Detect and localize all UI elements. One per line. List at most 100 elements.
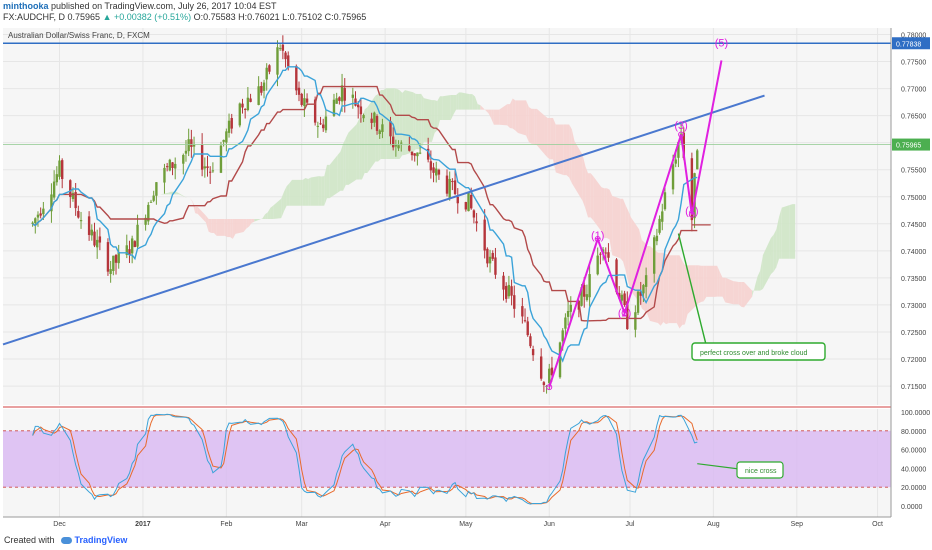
candle-body[interactable] — [260, 85, 263, 93]
candle-body[interactable] — [642, 285, 645, 294]
candle-body[interactable] — [206, 166, 209, 169]
candle-body[interactable] — [558, 342, 562, 378]
candle-body[interactable] — [190, 139, 193, 147]
candle-body[interactable] — [130, 238, 134, 254]
candle-body[interactable] — [639, 291, 642, 296]
candle-body[interactable] — [305, 98, 309, 103]
stochastic-callout-box[interactable] — [736, 461, 784, 479]
tradingview-brand[interactable]: TradingView — [74, 535, 128, 545]
candle-body[interactable] — [322, 124, 325, 129]
candle-body[interactable] — [566, 310, 570, 317]
candle-body[interactable] — [623, 293, 626, 306]
candle-body[interactable] — [152, 195, 155, 201]
candle-body[interactable] — [661, 211, 664, 222]
candle-body[interactable] — [95, 239, 99, 248]
candle-body[interactable] — [596, 255, 599, 275]
candle-body[interactable] — [580, 287, 583, 306]
candle-body[interactable] — [163, 167, 166, 183]
candle-body[interactable] — [400, 142, 403, 144]
candle-body[interactable] — [413, 153, 416, 156]
candle-body[interactable] — [125, 245, 128, 255]
candle-body[interactable] — [42, 208, 45, 215]
candle-body[interactable] — [531, 349, 535, 356]
candle-body[interactable] — [542, 382, 546, 386]
candle-body[interactable] — [470, 194, 473, 209]
candle-body[interactable] — [36, 214, 40, 218]
candle-body[interactable] — [539, 356, 543, 379]
candle-body[interactable] — [391, 136, 395, 148]
candle-body[interactable] — [418, 152, 422, 154]
candle-body[interactable] — [114, 255, 118, 263]
candle-body[interactable] — [112, 255, 115, 271]
candle-body[interactable] — [268, 65, 271, 72]
candle-body[interactable] — [408, 145, 411, 151]
candle-body[interactable] — [343, 88, 346, 101]
candle-body[interactable] — [634, 312, 637, 330]
candle-body[interactable] — [182, 154, 185, 164]
candle-body[interactable] — [61, 160, 64, 180]
candle-body[interactable] — [416, 152, 419, 157]
candle-body[interactable] — [335, 98, 338, 104]
candle-body[interactable] — [550, 367, 554, 376]
candle-body[interactable] — [351, 94, 355, 98]
price-pane[interactable] — [3, 28, 891, 405]
stochastic-k-line[interactable] — [32, 413, 698, 505]
candle-body[interactable] — [663, 192, 667, 210]
candle-body[interactable] — [262, 82, 266, 91]
candle-body[interactable] — [494, 257, 497, 275]
candle-body[interactable] — [87, 216, 91, 235]
candle-body[interactable] — [209, 171, 212, 173]
candle-body[interactable] — [128, 249, 131, 255]
candle-body[interactable] — [696, 150, 699, 170]
candle-body[interactable] — [74, 192, 77, 209]
candle-body[interactable] — [316, 125, 320, 127]
candle-body[interactable] — [456, 196, 459, 204]
candle-body[interactable] — [674, 159, 677, 164]
candle-body[interactable] — [219, 145, 223, 173]
candle-body[interactable] — [39, 213, 42, 216]
candle-body[interactable] — [410, 151, 414, 156]
candle-body[interactable] — [488, 256, 492, 264]
candle-body[interactable] — [149, 201, 153, 203]
candle-body[interactable] — [448, 178, 451, 198]
candle-body[interactable] — [71, 192, 75, 200]
candle-body[interactable] — [77, 211, 80, 218]
candle-body[interactable] — [106, 242, 110, 272]
candle-body[interactable] — [644, 275, 648, 287]
candle-body[interactable] — [451, 181, 454, 183]
candle-body[interactable] — [222, 139, 225, 142]
candle-body[interactable] — [69, 180, 72, 197]
candle-body[interactable] — [521, 306, 524, 317]
candle-body[interactable] — [599, 253, 602, 255]
candle-body[interactable] — [569, 304, 572, 312]
candle-body[interactable] — [429, 161, 433, 171]
candle-body[interactable] — [378, 130, 381, 135]
candle-body[interactable] — [437, 169, 441, 175]
candle-body[interactable] — [165, 166, 169, 168]
candle-body[interactable] — [58, 160, 61, 177]
candle-body[interactable] — [397, 145, 400, 149]
candle-body[interactable] — [295, 65, 298, 91]
candle-body[interactable] — [187, 139, 190, 152]
candle-body[interactable] — [604, 252, 607, 254]
candle-body[interactable] — [507, 284, 511, 297]
candle-body[interactable] — [303, 98, 306, 106]
candle-body[interactable] — [211, 170, 215, 172]
candle-body[interactable] — [243, 108, 247, 110]
candle-body[interactable] — [287, 55, 290, 67]
candle-body[interactable] — [332, 99, 336, 116]
candle-body[interactable] — [133, 241, 137, 247]
candle-body[interactable] — [359, 106, 363, 115]
candle-body[interactable] — [486, 248, 489, 264]
candle-body[interactable] — [284, 52, 287, 60]
candle-body[interactable] — [174, 163, 177, 169]
candle-body[interactable] — [607, 252, 610, 258]
candle-body[interactable] — [171, 162, 174, 169]
candle-body[interactable] — [435, 168, 438, 176]
candle-body[interactable] — [426, 148, 430, 160]
callout-box[interactable] — [691, 342, 826, 361]
candle-body[interactable] — [381, 124, 384, 132]
candle-body[interactable] — [548, 368, 551, 384]
candle-body[interactable] — [52, 181, 56, 198]
candle-body[interactable] — [658, 218, 661, 233]
